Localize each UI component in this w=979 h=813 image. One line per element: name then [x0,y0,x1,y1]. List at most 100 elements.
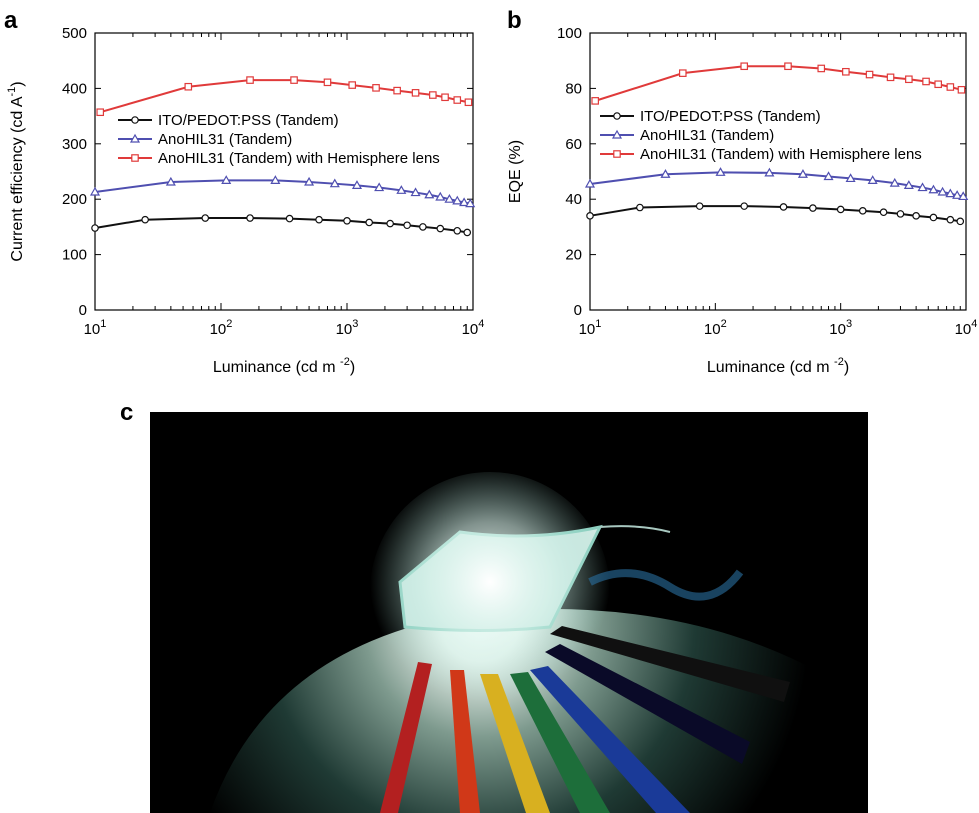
legend-entry: ITO/PEDOT:PSS (Tandem) [600,108,821,125]
data-point [584,178,596,188]
data-point [958,191,969,201]
data-point [817,64,826,73]
data-point [246,76,254,84]
data-point [270,175,281,184]
y-tick-label: 80 [565,80,582,97]
data-point [740,62,749,71]
data-point [329,178,340,188]
series-line [589,205,961,223]
legend-entry: AnoHIL31 (Tandem) [118,131,292,148]
y-tick-label: 40 [565,191,582,208]
colored-pencils [380,626,790,813]
data-point [424,189,435,199]
data-point [131,116,139,124]
data-point [201,214,210,222]
legend-label: AnoHIL31 (Tandem) with Hemisphere lens [640,146,922,163]
data-point [740,202,749,210]
data-point [374,182,385,192]
legend-label: ITO/PEDOT:PSS (Tandem) [158,112,339,129]
legend-label: ITO/PEDOT:PSS (Tandem) [640,108,821,125]
data-point [809,204,817,212]
data-point [764,167,775,177]
data-point [613,150,621,158]
data-point [453,96,462,104]
data-point [922,77,930,86]
series-triangle [584,167,969,201]
data-point [285,214,294,223]
data-point [611,129,623,139]
data-point [436,224,445,233]
x-tick-label: 101 [579,318,602,338]
data-point [905,75,913,84]
data-point [957,85,966,94]
data-point [879,208,888,217]
series-line [94,217,468,234]
data-point [141,215,149,224]
y-tick-label: 200 [62,191,87,208]
x-axis-label: Luminance (cd m -2) [707,356,849,376]
data-point [842,67,850,76]
y-tick-label: 400 [62,80,87,97]
y-tick-label: 100 [557,25,582,42]
data-point [410,187,421,197]
data-point [184,82,193,91]
data-point [304,176,315,186]
data-point [903,180,914,189]
data-point [934,80,942,89]
x-tick-label: 102 [704,318,727,338]
data-point [928,184,939,194]
data-point [411,89,420,97]
panel-label-b: b [507,7,522,34]
data-point [946,215,955,224]
data-point [715,167,726,176]
x-axis-label: Luminance (cd m -2) [213,356,355,376]
data-point [613,112,621,120]
y-tick-label: 60 [565,136,582,153]
data-point [836,205,845,214]
data-point [452,195,463,205]
y-tick-label: 300 [62,136,87,153]
legend-entry: AnoHIL31 (Tandem) with Hemisphere lens [600,146,922,163]
data-point [386,219,394,228]
series-square [96,76,473,117]
data-point [867,175,878,184]
data-point [797,169,808,178]
y-axis-label: EQE (%) [507,140,524,203]
data-point [393,86,401,95]
chart-eqe: 0 20 40 60 80 100 101 102 103 104 Luminance (cd m … [507,25,977,376]
data-point [591,97,599,105]
data-point [678,69,687,77]
data-point [323,78,332,87]
data-point [636,203,644,212]
legend-label: AnoHIL31 (Tandem) [640,127,774,144]
series-line [594,65,962,102]
data-point [129,133,141,143]
panel-label-a: a [4,7,18,34]
data-point [952,190,963,199]
panel-label-c: c [120,399,133,426]
data-point [858,207,867,215]
data-point [660,169,671,178]
data-point [779,203,788,211]
series-circle [91,214,472,237]
x-tick-label: 102 [210,318,233,338]
data-point [403,221,411,230]
y-tick-label: 0 [574,302,582,319]
x-tick-label: 103 [336,318,359,338]
data-point [865,70,874,79]
series-square [591,62,966,105]
data-point [784,62,792,71]
data-point [937,186,948,196]
data-point [372,84,380,92]
data-point [131,154,139,162]
data-point [956,217,965,226]
series-line [94,179,471,205]
legend-entry: AnoHIL31 (Tandem) with Hemisphere lens [118,150,440,167]
y-tick-label: 500 [62,25,87,42]
data-point [290,76,298,84]
plot-frame [94,32,474,311]
data-point [165,176,176,186]
data-point [429,91,437,99]
x-tick-label: 101 [84,318,107,338]
y-tick-label: 20 [565,247,582,264]
